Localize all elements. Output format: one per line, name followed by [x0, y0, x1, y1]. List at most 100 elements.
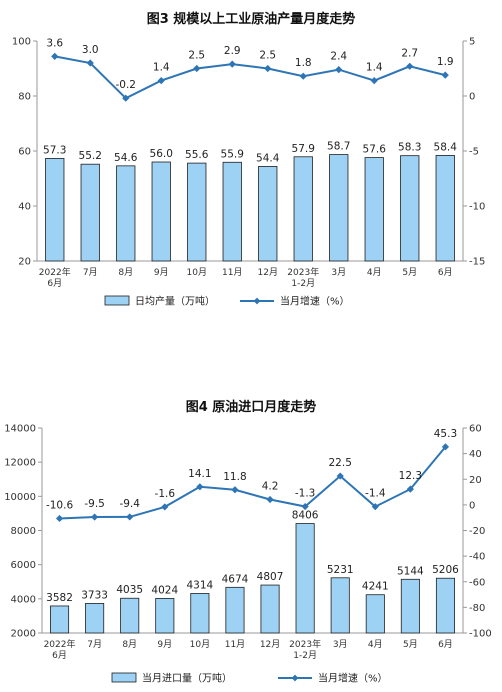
bar: [293, 156, 313, 262]
line-point: [122, 94, 130, 102]
bar-label: 3733: [81, 589, 108, 601]
x-tick-label: 8月: [118, 267, 133, 278]
line-point: [157, 77, 165, 85]
x-tick-label: 10月: [187, 267, 207, 278]
x-tick-label: 12月: [260, 639, 280, 650]
bar-label: 57.3: [43, 144, 66, 156]
line-point: [336, 472, 344, 480]
bar: [187, 162, 207, 262]
line-label: 2.5: [188, 50, 205, 62]
line-point: [266, 495, 274, 504]
legend: 当月进口量（万吨） 当月增速（%）: [111, 672, 388, 685]
line-label: 45.3: [434, 428, 457, 440]
bar: [225, 586, 245, 634]
y2-tick-label: 40: [469, 449, 482, 460]
y-tick-label: 8000: [11, 526, 36, 537]
series-line: [54, 55, 446, 100]
bar-label: 55.9: [221, 148, 244, 160]
bar: [155, 598, 175, 634]
line-point: [231, 486, 239, 494]
bar-label: 56.0: [150, 148, 173, 160]
x-tick-label: 6月: [438, 639, 453, 650]
x-tick-label: 6月: [438, 267, 453, 278]
line-label: -9.4: [119, 498, 140, 510]
y-tick-label: 2000: [11, 629, 36, 640]
bar-label: 3582: [46, 592, 73, 604]
bar: [222, 161, 242, 262]
x-tick-label: 12月: [258, 267, 278, 278]
bar-label: 4241: [362, 581, 389, 593]
bar-label: 4674: [222, 573, 249, 585]
x-tick-label: 1-2月: [293, 650, 317, 661]
bar-label: 57.6: [363, 144, 387, 156]
bar-label: 4314: [187, 579, 214, 591]
x-tick-label: 2023年: [289, 638, 321, 650]
chart1: 20 40 60 80 100 -15 -10 -5 0 5 57.3 55.2 54.6 56.0 55.…: [12, 37, 485, 308]
series-line: [59, 446, 447, 520]
x-tick-label: 3月: [333, 639, 348, 650]
x-tick-label: 4月: [368, 639, 383, 650]
bar: [258, 165, 278, 262]
x-tick-label: 9月: [154, 267, 169, 278]
x-tick-label: 11月: [225, 639, 245, 650]
line-label: 1.4: [366, 62, 383, 74]
line-label: 12.3: [399, 470, 422, 482]
bar: [365, 594, 385, 634]
bar: [120, 597, 140, 634]
x-tick-label: 10月: [190, 639, 210, 650]
bar-label: 58.3: [398, 142, 421, 154]
bar: [50, 605, 70, 634]
bar: [45, 158, 65, 262]
legend-swatch-bar: [104, 295, 130, 306]
bar-label: 8406: [292, 510, 319, 522]
chart1-title: 图3 规模以上工业原油产量月度走势: [146, 12, 356, 27]
bar: [400, 155, 420, 262]
legend-label-bar: 当月进口量（万吨）: [142, 672, 232, 685]
x-tick-label: 2023年: [287, 266, 319, 278]
bar: [435, 577, 455, 634]
legend-swatch-bar: [111, 672, 137, 683]
line-point: [86, 59, 94, 67]
legend-label-bar: 日均产量（万吨）: [135, 295, 215, 308]
line-label: 14.1: [188, 468, 211, 480]
line-label: -10.6: [46, 499, 73, 511]
line-label: 11.8: [223, 471, 246, 483]
bar-label: 54.4: [256, 152, 280, 164]
y-tick-label: 20: [18, 257, 31, 268]
y2-tick-label: -15: [469, 257, 485, 268]
x-tick-label: 1-2月: [291, 278, 315, 289]
bar: [190, 593, 210, 634]
bar: [116, 165, 136, 262]
bar: [435, 154, 455, 262]
y2-tick-label: -60: [469, 577, 485, 588]
bar: [85, 602, 105, 634]
x-tick-label: 7月: [83, 267, 98, 278]
bar: [330, 577, 350, 634]
x-tick-label: 6月: [52, 650, 67, 661]
line-point: [441, 71, 449, 79]
x-tick-label: 2022年: [39, 266, 71, 278]
line-point: [228, 60, 236, 68]
x-tick-label: 7月: [87, 639, 102, 650]
line-label: 2.9: [224, 45, 241, 57]
legend-label-line: 当月增速（%）: [318, 672, 388, 685]
line-label: -9.5: [84, 498, 105, 510]
y2-tick-label: 20: [469, 475, 482, 486]
line-point: [299, 72, 307, 80]
x-tick-label: 3月: [331, 267, 346, 278]
x-tick-label: 5月: [402, 267, 417, 278]
y-tick-label: 14000: [4, 424, 36, 435]
bar: [400, 578, 420, 634]
x-tick-label: 11月: [222, 267, 242, 278]
y2-tick-label: 5: [469, 37, 475, 48]
line-label: -1.3: [295, 488, 316, 500]
y-tick-label: 40: [18, 202, 31, 213]
legend-marker: [291, 674, 299, 682]
bar: [364, 157, 384, 262]
bar: [80, 163, 100, 262]
line-label: 1.8: [295, 57, 312, 69]
x-tick-label: 9月: [157, 639, 172, 650]
chart2-title: 图4 原油进口月度走势: [185, 400, 317, 415]
bar-label: 58.4: [434, 141, 458, 153]
